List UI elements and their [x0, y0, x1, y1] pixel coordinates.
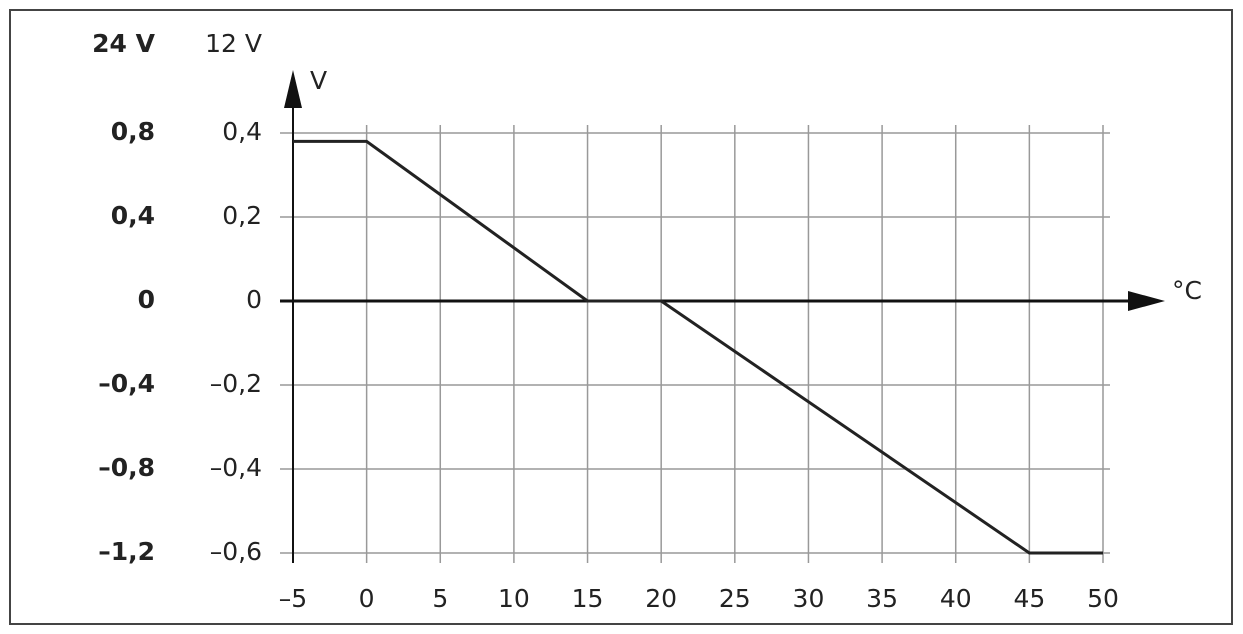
y2-tick-label: 0,8 — [111, 117, 155, 146]
x-tick-label: 40 — [940, 584, 972, 613]
y-tick-label: –0,4 — [210, 453, 262, 482]
y2-tick-label: –0,8 — [98, 453, 155, 482]
x-axis-unit: °C — [1172, 276, 1202, 305]
frame — [9, 9, 1233, 625]
y-tick-label: 0 — [246, 285, 262, 314]
x-tick-label: 30 — [793, 584, 825, 613]
y2-tick-label: –0,4 — [98, 369, 155, 398]
y2-tick-label: 0,4 — [111, 201, 155, 230]
x-tick-label: 35 — [866, 584, 898, 613]
y2-axis-title: 24 V — [92, 29, 155, 58]
y-tick-label: 0,4 — [222, 117, 262, 146]
y2-tick-label: 0 — [138, 285, 155, 314]
y-tick-label: –0,2 — [210, 369, 262, 398]
x-tick-label: 25 — [719, 584, 751, 613]
y-tick-label: 0,2 — [222, 201, 262, 230]
y-tick-label: –0,6 — [210, 537, 262, 566]
x-tick-label: 0 — [359, 584, 375, 613]
y-axis-title: 12 V — [205, 29, 262, 58]
x-tick-label: –5 — [279, 584, 307, 613]
y2-tick-label: –1,2 — [98, 537, 155, 566]
x-tick-label: 20 — [645, 584, 677, 613]
x-tick-label: 45 — [1013, 584, 1045, 613]
x-tick-label: 15 — [572, 584, 604, 613]
y-axis-unit: V — [310, 66, 327, 95]
x-tick-label: 50 — [1087, 584, 1119, 613]
x-tick-label: 5 — [432, 584, 448, 613]
x-tick-label: 10 — [498, 584, 530, 613]
data-line — [293, 139, 1103, 555]
y-axis-arrow — [284, 70, 302, 108]
x-axis-arrow — [1128, 291, 1165, 311]
